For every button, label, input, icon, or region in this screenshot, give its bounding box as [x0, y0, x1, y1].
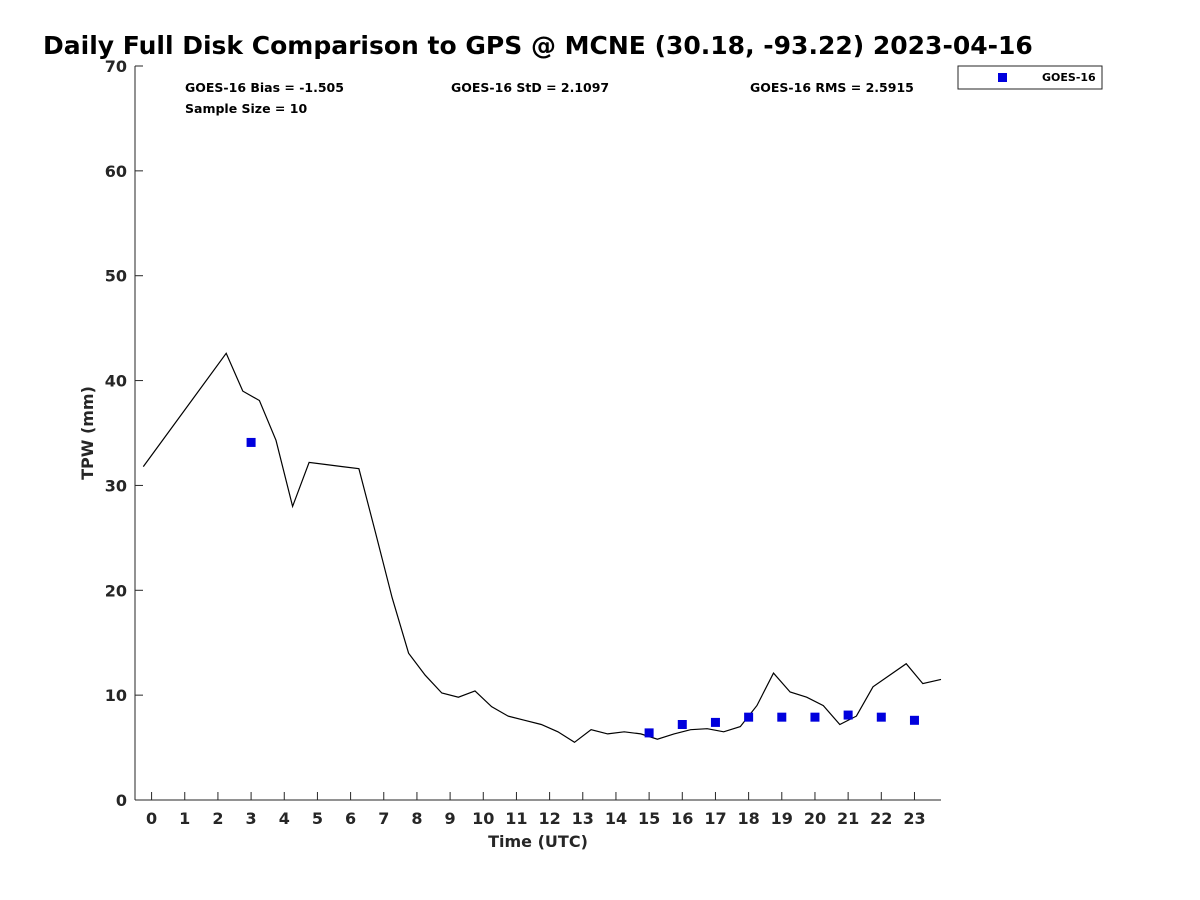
goes-16-point [246, 437, 256, 447]
y-tick-label: 70 [105, 57, 127, 76]
stat-sample-size: Sample Size = 10 [185, 101, 307, 116]
y-tick-label: 0 [116, 791, 127, 810]
goes-16-point [644, 728, 654, 738]
y-tick-label: 60 [105, 162, 127, 181]
chart-title: Daily Full Disk Comparison to GPS @ MCNE… [43, 31, 1033, 60]
x-tick-label: 1 [179, 809, 190, 828]
legend-box [957, 65, 1103, 90]
legend: GOES-16 [957, 65, 1103, 90]
x-tick-label: 13 [572, 809, 594, 828]
y-tick-label: 40 [105, 372, 127, 391]
x-tick-label: 0 [146, 809, 157, 828]
gps-line-series [142, 352, 942, 744]
goes-16-point [876, 712, 886, 722]
x-tick-label: 17 [704, 809, 726, 828]
x-tick-label: 21 [837, 809, 859, 828]
x-tick-label: 20 [804, 809, 826, 828]
x-tick-label: 16 [671, 809, 693, 828]
x-tick-label: 12 [538, 809, 560, 828]
goes-16-point [843, 710, 853, 720]
goes-16-point [810, 712, 820, 722]
y-tick-label: 20 [105, 581, 127, 600]
y-tick-label: 50 [105, 267, 127, 286]
x-tick-label: 18 [737, 809, 759, 828]
x-tick-label: 14 [605, 809, 627, 828]
x-tick-label: 4 [279, 809, 290, 828]
plot-axes [134, 66, 941, 801]
y-axis-label: TPW (mm) [78, 386, 97, 480]
y-axis-ticks: 0 10 20 30 40 50 60 70 [105, 57, 143, 810]
x-tick-label: 11 [505, 809, 527, 828]
x-tick-label: 8 [411, 809, 422, 828]
stat-rms: GOES-16 RMS = 2.5915 [750, 80, 914, 95]
x-tick-label: 7 [378, 809, 389, 828]
x-axis-ticks: 0 1 2 3 4 5 6 7 8 9 10 11 12 13 14 15 16 17 18 19 20 21 22 23 [146, 792, 926, 828]
x-tick-label: 23 [903, 809, 925, 828]
goes-16-point [777, 712, 787, 722]
legend-marker-goes-16 [998, 73, 1007, 82]
x-tick-label: 19 [771, 809, 793, 828]
x-tick-label: 3 [246, 809, 257, 828]
legend-label-goes-16: GOES-16 [1042, 71, 1096, 84]
x-tick-label: 5 [312, 809, 323, 828]
x-axis-label: Time (UTC) [488, 832, 588, 851]
goes-16-point [744, 712, 754, 722]
x-tick-label: 2 [212, 809, 223, 828]
x-tick-label: 22 [870, 809, 892, 828]
x-tick-label: 15 [638, 809, 660, 828]
goes-16-point [710, 717, 720, 727]
stat-std: GOES-16 StD = 2.1097 [451, 80, 609, 95]
gps-tpw-line [142, 352, 942, 744]
y-tick-label: 10 [105, 686, 127, 705]
goes-16-point [677, 720, 687, 730]
goes-16-point [909, 715, 919, 725]
goes-16-scatter-series [246, 437, 919, 738]
x-tick-label: 9 [445, 809, 456, 828]
y-tick-label: 30 [105, 476, 127, 495]
x-tick-label: 6 [345, 809, 356, 828]
x-tick-label: 10 [472, 809, 494, 828]
stat-bias: GOES-16 Bias = -1.505 [185, 80, 344, 95]
